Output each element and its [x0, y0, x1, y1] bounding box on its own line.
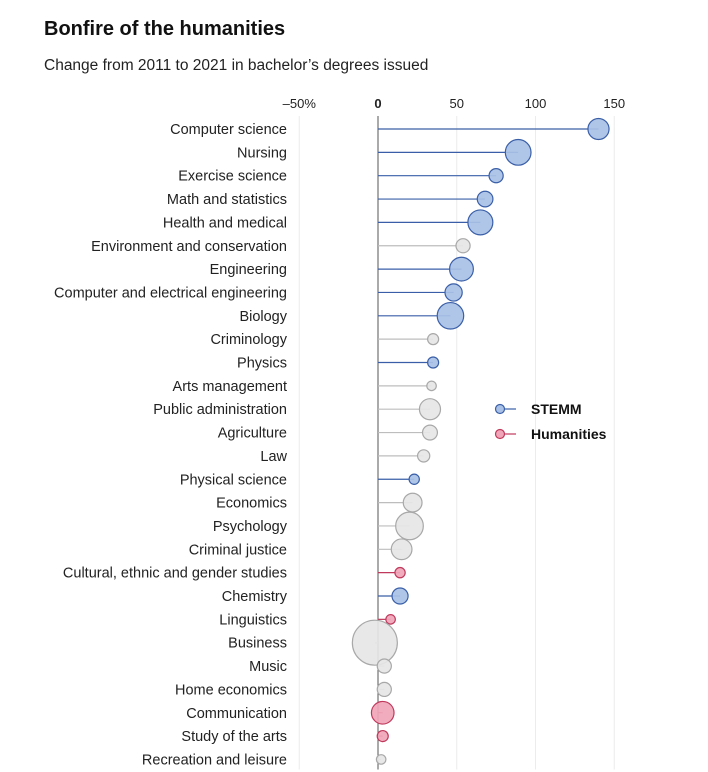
- lollipop-dot: [587, 117, 610, 141]
- category-label: Linguistics: [219, 612, 287, 628]
- chart-title: Bonfire of the humanities: [44, 18, 286, 40]
- category-label: Nursing: [237, 145, 287, 161]
- category-label: Chemistry: [222, 589, 288, 605]
- lollipop-dot: [488, 168, 504, 184]
- lollipop-dot: [376, 658, 392, 674]
- lollipop-dot: [436, 301, 465, 330]
- category-label: Music: [249, 659, 287, 675]
- lollipop-dot: [385, 614, 396, 625]
- category-label: Economics: [216, 496, 287, 512]
- lollipop-dot: [455, 238, 471, 254]
- category-label: Business: [228, 636, 287, 652]
- category-label: Communication: [186, 706, 287, 722]
- tick-label: 150: [603, 96, 625, 111]
- category-label: Health and medical: [163, 215, 287, 231]
- legend-label-humanities: Humanities: [531, 426, 607, 442]
- tick-label: 50: [450, 96, 464, 111]
- category-label: Agriculture: [218, 426, 287, 442]
- lollipop-dot: [504, 138, 532, 166]
- category-label: Physics: [237, 356, 287, 372]
- category-label: Biology: [239, 309, 287, 325]
- category-label: Computer and electrical engineering: [54, 285, 287, 301]
- lollipop-dot: [390, 538, 413, 561]
- lollipop-dot: [402, 492, 423, 513]
- lollipop-dot: [394, 566, 406, 579]
- lollipop-dot: [421, 424, 439, 441]
- category-label: Psychology: [213, 519, 288, 535]
- tick-label: 0: [374, 96, 381, 111]
- lollipop-dot: [391, 587, 409, 605]
- category-label: Math and statistics: [167, 192, 287, 208]
- lollipop-dot: [370, 700, 395, 725]
- legend-label-stemm: STEMM: [531, 401, 582, 417]
- chart-subtitle: Change from 2011 to 2021 in bachelor’s d…: [44, 57, 429, 74]
- category-label: Engineering: [210, 262, 287, 278]
- category-label: Home economics: [175, 682, 287, 698]
- category-label: Criminal justice: [189, 542, 287, 558]
- lollipop-dot: [467, 209, 494, 236]
- legend-dot: [494, 428, 506, 440]
- category-label: Arts management: [173, 379, 287, 395]
- tick-label: –50%: [283, 96, 317, 111]
- category-label: Exercise science: [178, 169, 287, 185]
- category-label: Physical science: [180, 472, 287, 488]
- lollipop-dot: [376, 681, 392, 698]
- lollipop-dot: [408, 473, 420, 485]
- category-label: Environment and conservation: [91, 239, 287, 255]
- category-label: Law: [260, 449, 287, 465]
- lollipop-dot: [444, 283, 463, 302]
- tick-label: 100: [525, 96, 547, 111]
- lollipop-dot: [448, 256, 474, 282]
- lollipop-dot: [426, 380, 437, 392]
- lollipop-dot: [351, 619, 398, 666]
- category-label: Public administration: [153, 402, 287, 418]
- lollipop-dot: [418, 398, 442, 421]
- category-label: Computer science: [170, 122, 287, 138]
- category-label: Study of the arts: [181, 729, 287, 745]
- lollipop-dot: [375, 754, 387, 765]
- lollipop-dot: [427, 356, 440, 369]
- lollipop-dot: [395, 511, 424, 541]
- category-label: Criminology: [210, 332, 287, 348]
- category-label: Recreation and leisure: [142, 752, 287, 768]
- lollipop-dot: [416, 449, 431, 463]
- legend-dot: [494, 403, 506, 415]
- category-label: Cultural, ethnic and gender studies: [63, 566, 287, 582]
- lollipop-dot: [376, 729, 389, 743]
- lollipop-dot: [427, 333, 440, 346]
- lollipop-dot: [476, 190, 494, 208]
